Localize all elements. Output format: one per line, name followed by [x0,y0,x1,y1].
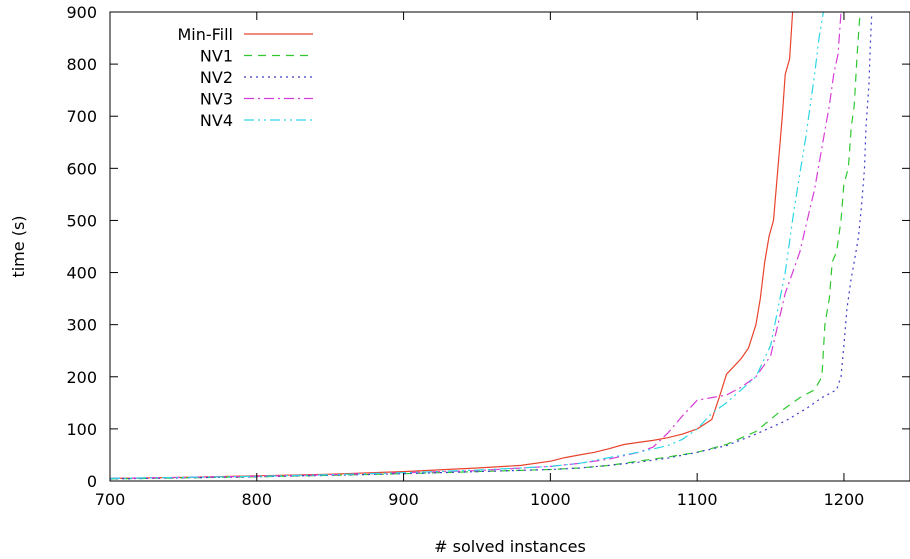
plot-lines [109,11,873,480]
series-line-min-fill [109,11,794,479]
y-tick-label: 700 [66,107,97,126]
series-line-nv3 [109,11,842,479]
y-axis-title: time (s) [9,215,28,277]
legend: Min-Fill NV1 NV2 NV3 NV4 [177,25,313,130]
plot-frame [109,11,910,482]
y-tick-label: 300 [66,316,97,335]
x-tick-label: 900 [388,490,419,509]
axis-ticks [109,11,910,482]
y-tick-label: 900 [66,3,97,22]
legend-label: Min-Fill [177,25,233,44]
x-tick-label: 800 [242,490,273,509]
x-tick-label: 1000 [530,490,571,509]
y-tick-label: 0 [87,472,97,491]
axis-tick-labels: 700 800 900 1000 1100 1200 0 100 200 300 400 500 600… [66,3,864,509]
series-line-nv2 [109,11,873,480]
y-tick-label: 100 [66,420,97,439]
x-tick-label: 1100 [677,490,718,509]
series-line-nv4 [109,11,824,479]
legend-label: NV2 [200,68,233,87]
y-tick-label: 500 [66,211,97,230]
x-axis-title: # solved instances [434,537,586,556]
x-tick-label: 700 [95,490,126,509]
y-tick-label: 800 [66,55,97,74]
y-tick-label: 400 [66,264,97,283]
legend-label: NV4 [200,111,233,130]
legend-label: NV1 [200,47,233,66]
legend-label: NV3 [200,90,233,109]
y-tick-label: 200 [66,368,97,387]
y-tick-label: 600 [66,159,97,178]
x-tick-label: 1200 [824,490,865,509]
